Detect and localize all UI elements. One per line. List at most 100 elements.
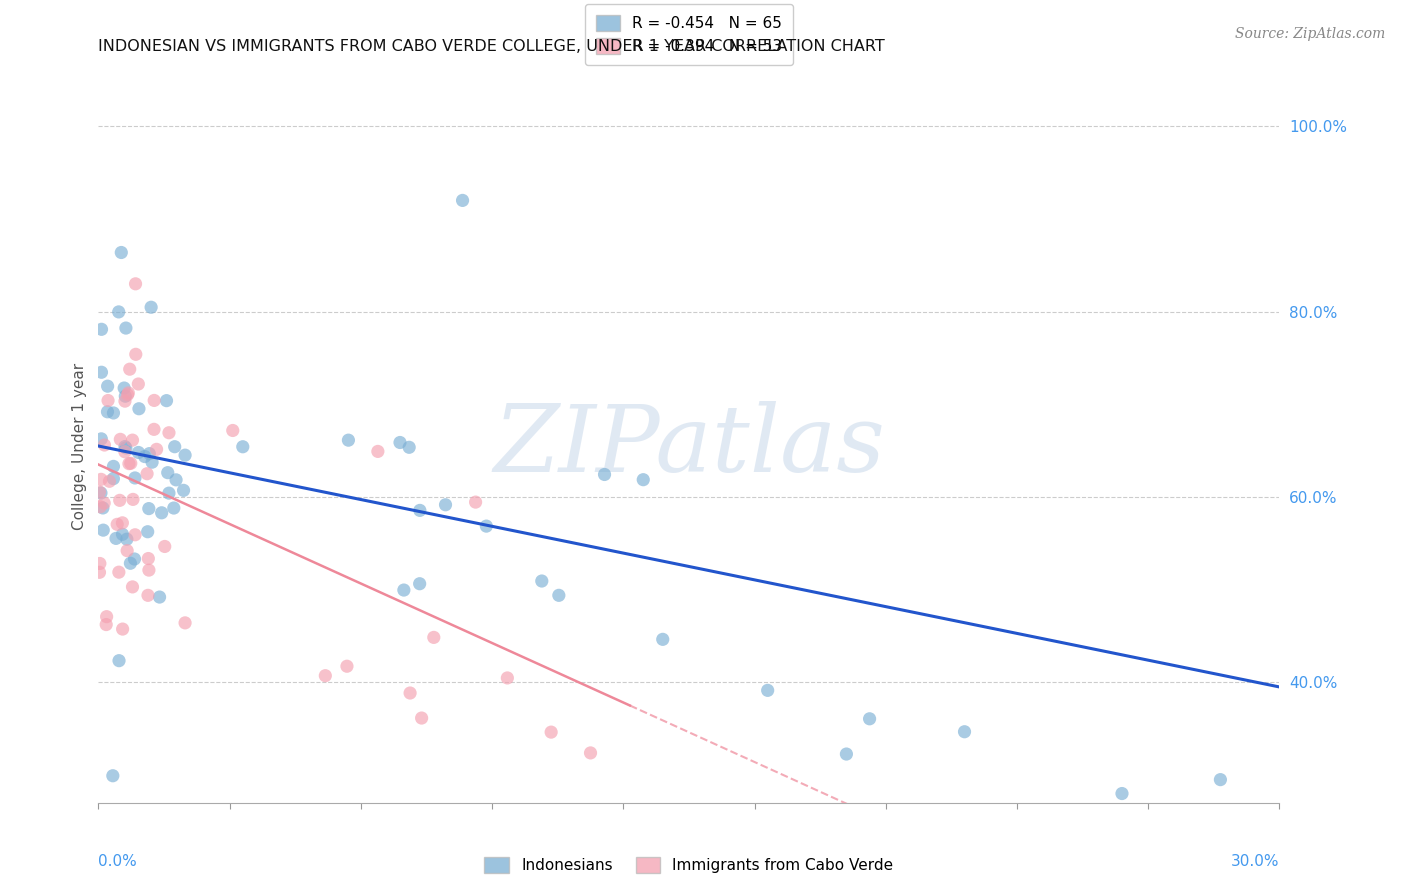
- Point: [127, 445, 149, 459]
- Point: [114, 444, 136, 458]
- Point: [150, 506, 173, 520]
- Point: [530, 574, 553, 588]
- Point: [163, 501, 186, 516]
- Point: [97, 379, 120, 393]
- Point: [127, 377, 149, 392]
- Point: [89, 557, 111, 571]
- Point: [124, 471, 146, 485]
- Point: [157, 486, 180, 500]
- Point: [120, 556, 142, 570]
- Point: [953, 724, 976, 739]
- Text: 0.0%: 0.0%: [98, 854, 138, 869]
- Point: [120, 456, 142, 470]
- Point: [108, 654, 131, 668]
- Point: [139, 300, 162, 314]
- Point: [858, 712, 880, 726]
- Point: [114, 394, 136, 409]
- Point: [91, 500, 114, 515]
- Point: [90, 322, 112, 336]
- Point: [579, 746, 602, 760]
- Point: [125, 347, 148, 361]
- Point: [165, 473, 187, 487]
- Point: [124, 552, 146, 566]
- Point: [1209, 772, 1232, 787]
- Point: [89, 566, 111, 580]
- Point: [138, 563, 160, 577]
- Point: [122, 492, 145, 507]
- Point: [134, 450, 156, 464]
- Point: [434, 498, 457, 512]
- Point: [756, 683, 779, 698]
- Point: [138, 501, 160, 516]
- Point: [98, 475, 121, 489]
- Point: [398, 440, 420, 454]
- Point: [108, 565, 131, 579]
- Point: [103, 459, 125, 474]
- Text: 30.0%: 30.0%: [1232, 854, 1279, 869]
- Point: [112, 381, 135, 395]
- Point: [115, 543, 138, 558]
- Point: [118, 457, 141, 471]
- Point: [451, 194, 474, 208]
- Point: [155, 393, 177, 408]
- Point: [90, 472, 112, 486]
- Point: [136, 524, 159, 539]
- Point: [96, 617, 118, 632]
- Point: [651, 632, 673, 647]
- Point: [141, 455, 163, 469]
- Point: [128, 401, 150, 416]
- Point: [105, 517, 128, 532]
- Point: [156, 466, 179, 480]
- Point: [111, 622, 134, 636]
- Point: [111, 516, 134, 530]
- Point: [110, 433, 132, 447]
- Point: [110, 245, 132, 260]
- Point: [107, 305, 129, 319]
- Point: [388, 435, 411, 450]
- Point: [114, 440, 136, 454]
- Point: [121, 580, 143, 594]
- Point: [89, 485, 111, 500]
- Point: [91, 523, 114, 537]
- Text: Source: ZipAtlas.com: Source: ZipAtlas.com: [1234, 27, 1385, 41]
- Point: [138, 447, 160, 461]
- Text: ZIPatlas: ZIPatlas: [494, 401, 884, 491]
- Point: [115, 441, 138, 455]
- Point: [222, 424, 245, 438]
- Point: [157, 425, 180, 440]
- Point: [408, 576, 430, 591]
- Point: [136, 467, 159, 481]
- Point: [148, 590, 170, 604]
- Point: [314, 669, 336, 683]
- Point: [475, 519, 498, 533]
- Point: [96, 405, 118, 419]
- Point: [593, 467, 616, 482]
- Point: [114, 389, 136, 403]
- Point: [145, 442, 167, 457]
- Point: [633, 473, 655, 487]
- Point: [90, 486, 112, 500]
- Point: [115, 532, 138, 546]
- Point: [174, 615, 197, 630]
- Point: [173, 483, 195, 498]
- Point: [89, 500, 111, 514]
- Point: [136, 551, 159, 566]
- Point: [108, 493, 131, 508]
- Point: [547, 588, 569, 602]
- Point: [143, 422, 166, 436]
- Point: [101, 769, 124, 783]
- Point: [97, 393, 120, 408]
- Point: [367, 444, 389, 458]
- Point: [105, 532, 128, 546]
- Point: [124, 528, 146, 542]
- Point: [103, 406, 125, 420]
- Point: [90, 365, 112, 379]
- Point: [409, 503, 432, 517]
- Point: [399, 686, 422, 700]
- Point: [136, 588, 159, 602]
- Point: [117, 388, 139, 402]
- Point: [93, 496, 115, 510]
- Point: [117, 386, 139, 401]
- Point: [392, 583, 415, 598]
- Point: [423, 631, 446, 645]
